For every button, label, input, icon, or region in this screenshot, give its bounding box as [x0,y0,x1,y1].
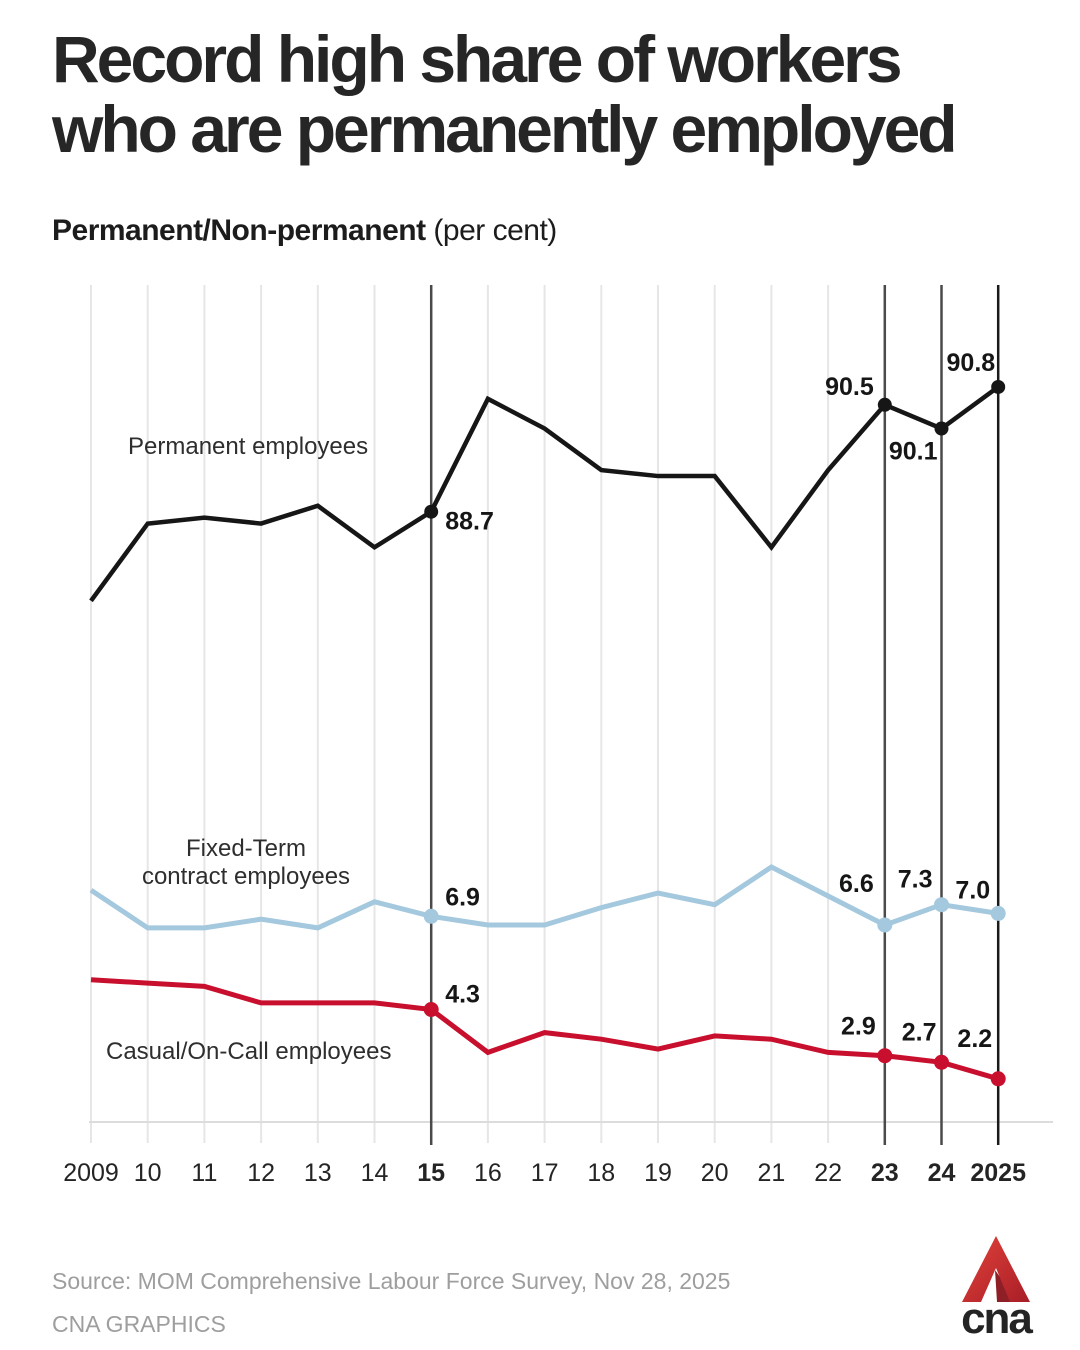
value-label-2015: 6.9 [445,883,480,911]
x-tick-17: 17 [531,1159,559,1187]
x-tick-16: 16 [474,1159,502,1187]
data-point-2025 [991,379,1006,394]
chart-subtitle: Permanent/Non-permanent (per cent) [52,214,557,248]
chart-line-casual-on-call-employees [90,977,999,1082]
data-point-2015 [423,1002,439,1017]
cna-logo: cna [961,1236,1035,1338]
data-point-2025 [990,905,1006,921]
value-label-2023: 90.5 [825,373,874,401]
data-point-2025 [990,1071,1006,1087]
chart-subtitle-bold: Permanent/Non-permanent [52,214,426,247]
cna-logo-text: cna [961,1294,1033,1338]
data-point-2024 [934,421,949,436]
data-point-2023 [877,397,892,412]
x-tick-13: 13 [304,1159,332,1187]
chart-line-fixed-term-contract-employees [89,864,999,931]
data-point-2015 [424,504,439,519]
source-block: Source: MOM Comprehensive Labour Force S… [52,1260,730,1346]
series-label-fixed-term-contract-employees: contract employees [142,863,350,890]
value-label-2024: 7.3 [898,866,933,894]
data-point-2023 [877,1048,893,1064]
value-label-2015: 4.3 [445,981,480,1009]
page-title-line2: who are permanently employed [52,92,958,166]
chart-line-permanent-employees [89,385,1000,603]
cna-logo-lambda [962,1236,1030,1302]
credit-line: CNA GRAPHICS [52,1311,226,1337]
x-tick-18: 18 [587,1159,615,1187]
data-point-2015 [423,908,439,924]
value-label-2015: 88.7 [445,508,494,536]
x-tick-2025: 2025 [970,1159,1026,1187]
x-tick-21: 21 [757,1159,785,1187]
x-tick-2009: 2009 [63,1159,119,1187]
x-tick-14: 14 [361,1159,389,1187]
series-label-fixed-term-contract-employees: Fixed-Term [186,835,306,862]
data-point-2023 [877,917,893,933]
value-label-2023: 2.9 [841,1013,876,1041]
value-label-2024: 90.1 [889,438,938,466]
chart-subtitle-units: (per cent) [425,214,557,247]
value-label-2025: 90.8 [947,349,996,377]
series-label-casual-on-call-employees: Casual/On-Call employees [106,1038,391,1065]
x-tick-11: 11 [191,1159,217,1187]
page-title-line1: Record high share of workers [52,22,903,96]
x-tick-12: 12 [247,1159,275,1187]
x-tick-24: 24 [928,1159,956,1187]
series-label-permanent-employees: Permanent employees [128,433,368,460]
data-point-2024 [934,1054,949,1070]
value-label-2025: 2.2 [957,1025,992,1053]
data-point-2024 [934,897,949,913]
value-label-2025: 7.0 [955,876,990,904]
x-tick-19: 19 [644,1159,672,1187]
x-tick-15: 15 [417,1159,445,1187]
x-tick-10: 10 [134,1159,162,1187]
source-line: Source: MOM Comprehensive Labour Force S… [52,1268,731,1294]
x-tick-23: 23 [871,1159,899,1187]
value-label-2023: 6.6 [839,870,874,898]
value-label-2024: 2.7 [902,1018,937,1046]
x-tick-22: 22 [814,1159,842,1187]
page-title: Record high share of workers who are per… [52,24,1052,164]
x-tick-20: 20 [701,1159,729,1187]
